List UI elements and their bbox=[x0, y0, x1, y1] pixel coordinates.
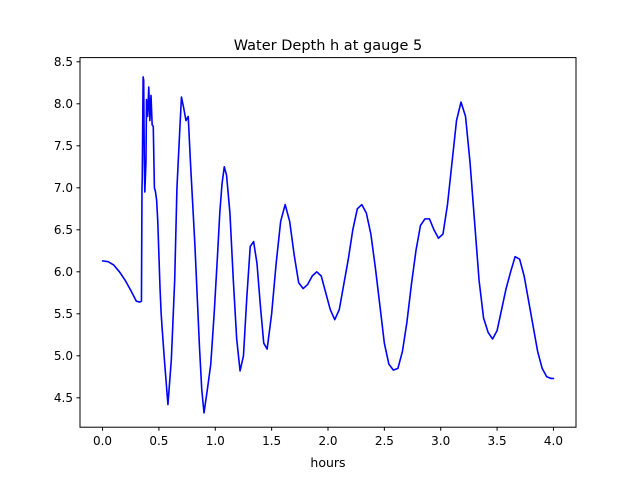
y-tick-label: 4.5 bbox=[54, 391, 73, 405]
x-tick-label: 2.0 bbox=[318, 434, 337, 448]
x-tick-label: 2.5 bbox=[375, 434, 394, 448]
series-layer bbox=[101, 76, 555, 414]
y-tick-label: 6.5 bbox=[54, 223, 73, 237]
x-tick-label: 3.5 bbox=[488, 434, 507, 448]
y-tick-label: 8.0 bbox=[54, 97, 73, 111]
y-axis-ticks: 4.5 5.0 5.5 6.0 6.5 7.0 7.5 8.0 8.5 bbox=[54, 55, 80, 405]
y-tick-label: 5.5 bbox=[54, 307, 73, 321]
x-tick-label: 1.0 bbox=[206, 434, 225, 448]
x-tick-label: 1.5 bbox=[262, 434, 281, 448]
x-tick-label: 4.0 bbox=[544, 434, 563, 448]
y-tick-label: 7.5 bbox=[54, 139, 73, 153]
x-axis-ticks: 0.0 0.5 1.0 1.5 2.0 2.5 3.0 3.5 4.0 bbox=[93, 427, 563, 448]
y-tick-label: 8.5 bbox=[54, 55, 73, 69]
y-tick-label: 5.0 bbox=[54, 349, 73, 363]
x-tick-label: 0.5 bbox=[149, 434, 168, 448]
y-tick-label: 7.0 bbox=[54, 181, 73, 195]
x-tick-label: 3.0 bbox=[431, 434, 450, 448]
x-tick-label: 0.0 bbox=[93, 434, 112, 448]
x-axis-label: hours bbox=[310, 455, 345, 470]
chart-title: Water Depth h at gauge 5 bbox=[234, 38, 422, 54]
series-line-0 bbox=[101, 76, 555, 414]
y-tick-label: 6.0 bbox=[54, 265, 73, 279]
